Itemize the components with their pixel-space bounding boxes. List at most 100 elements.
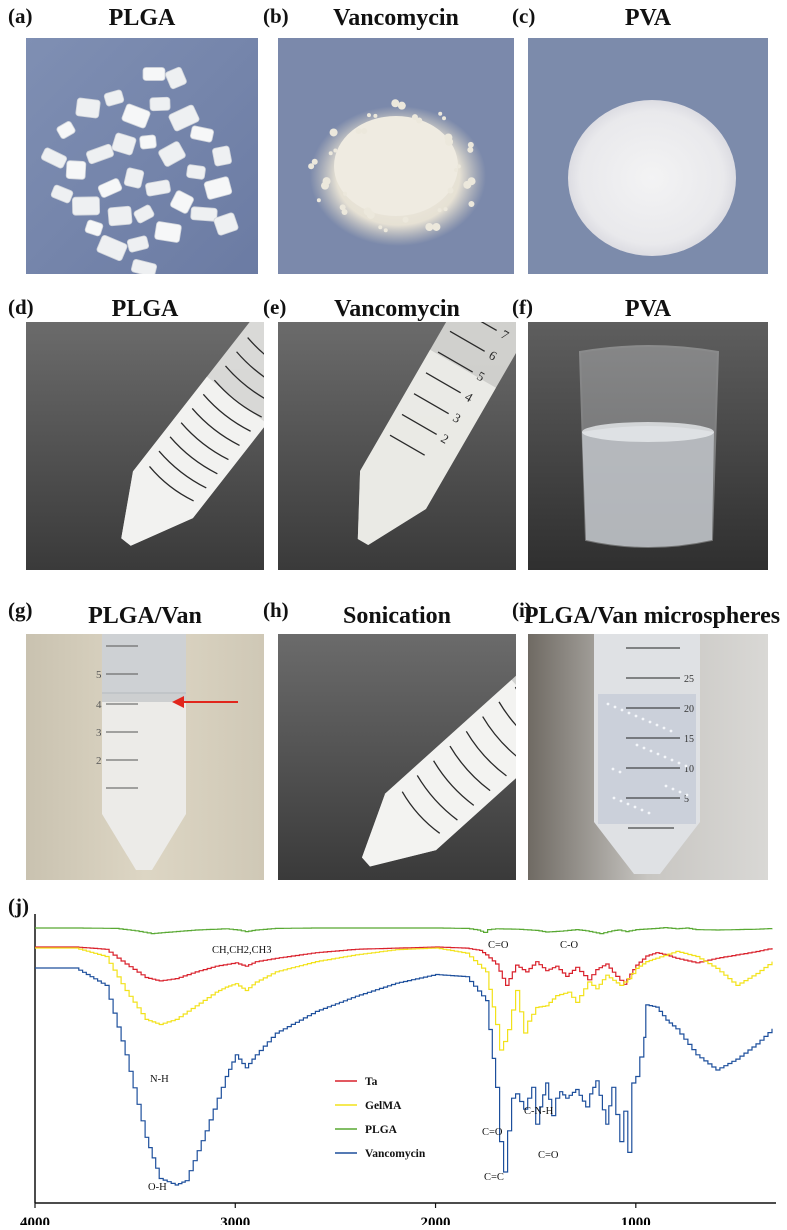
series-line-vancomycin bbox=[35, 967, 773, 1186]
photo-vancomycin-tube: 7 6 5 4 3 2 bbox=[278, 322, 516, 570]
plga-granule bbox=[139, 134, 157, 150]
plga-granule bbox=[56, 121, 76, 139]
powder-fleck bbox=[339, 204, 346, 211]
tube-g-mark-2: 2 bbox=[96, 755, 102, 767]
photo-plga-tube bbox=[26, 322, 264, 570]
powder-fleck bbox=[373, 113, 378, 118]
microsphere bbox=[663, 755, 667, 759]
series-line-plga bbox=[35, 927, 773, 935]
plga-granule bbox=[103, 89, 125, 107]
plga-granule bbox=[190, 206, 218, 222]
plga-granule bbox=[123, 167, 145, 189]
panel-j-label: (j) bbox=[8, 894, 29, 918]
plga-granules bbox=[40, 66, 239, 274]
plga-granule bbox=[111, 132, 137, 156]
powder-fleck bbox=[341, 208, 348, 215]
plga-granule bbox=[97, 178, 123, 198]
powder-fleck bbox=[442, 116, 447, 121]
powder-fleck bbox=[311, 158, 318, 165]
x-tick-label-4000: 4000 bbox=[20, 1215, 50, 1225]
microsphere bbox=[620, 708, 624, 712]
annotation-2: C-O bbox=[560, 940, 579, 951]
microsphere bbox=[684, 764, 688, 768]
microsphere bbox=[655, 723, 659, 727]
annotation-8: C=C bbox=[484, 1172, 504, 1183]
powder-fleck bbox=[432, 222, 441, 231]
powder-fleck bbox=[308, 163, 315, 170]
tube-i-mark-15: 15 bbox=[684, 734, 694, 745]
x-tick-label-1000: 1000 bbox=[621, 1215, 651, 1225]
microsphere bbox=[612, 796, 616, 800]
plga-granule bbox=[149, 96, 171, 112]
plga-granule bbox=[212, 145, 232, 167]
plga-granule bbox=[50, 184, 74, 204]
annotation-layer: CH,CH2,CH3 C=O C-O N-H C=O C-N-H C=O O-H C=C bbox=[148, 940, 579, 1193]
panel-i-title: PLGA/Van microspheres bbox=[523, 603, 781, 629]
microsphere bbox=[619, 799, 623, 803]
powder-fleck bbox=[343, 191, 348, 196]
ftir-chart: 4000 3000 2000 1000 CH,CH2,CH3 C=O C-ON-HC=OC… bbox=[20, 914, 776, 1230]
tube-i-mark-5: 5 bbox=[684, 794, 689, 805]
powder-fleck bbox=[321, 181, 330, 190]
microsphere bbox=[662, 726, 666, 730]
plga-granule bbox=[71, 196, 101, 216]
plga-granule bbox=[133, 204, 155, 224]
panel-b-title: Vancomycin bbox=[333, 5, 459, 31]
microsphere bbox=[671, 787, 675, 791]
plga-granule bbox=[121, 103, 151, 129]
legend-label-ta: Ta bbox=[365, 1076, 378, 1088]
tick-layer: 4000 3000 2000 1000 bbox=[20, 1203, 651, 1230]
microsphere bbox=[618, 770, 622, 774]
powder-fleck bbox=[402, 216, 409, 223]
microsphere bbox=[640, 808, 644, 812]
plga-granule bbox=[186, 164, 206, 180]
photo-vancomycin-powder bbox=[278, 38, 514, 274]
annotation-6: C=O bbox=[538, 1150, 559, 1161]
microsphere bbox=[611, 767, 615, 771]
panel-d-title: PLGA bbox=[111, 296, 179, 322]
microsphere bbox=[678, 790, 682, 794]
legend-label-gelma: GelMA bbox=[365, 1100, 402, 1112]
series-line-ta bbox=[35, 946, 773, 986]
tube-g-mark-5: 5 bbox=[96, 669, 102, 681]
panel-g-title: PLGA/Van bbox=[88, 603, 202, 629]
microsphere bbox=[633, 805, 637, 809]
photo-microspheres-tube: 25 20 15 10 5 bbox=[528, 634, 768, 880]
annotation-4: C=O bbox=[482, 1127, 503, 1138]
plga-granule bbox=[142, 67, 166, 81]
powder-fleck bbox=[361, 127, 368, 134]
powder-fleck bbox=[444, 133, 453, 142]
panel-i-label: (i) bbox=[512, 598, 532, 622]
powder-fleck bbox=[456, 164, 461, 169]
plga-granule bbox=[203, 176, 233, 200]
powder-fleck bbox=[383, 228, 388, 233]
panel-d-label: (d) bbox=[8, 295, 34, 319]
microsphere bbox=[669, 729, 673, 733]
powder-fleck bbox=[316, 198, 321, 203]
x-tick-label-3000: 3000 bbox=[220, 1215, 250, 1225]
legend-label-plga: PLGA bbox=[365, 1124, 398, 1136]
powder-fleck bbox=[355, 128, 362, 135]
microsphere bbox=[656, 752, 660, 756]
panel-e-label: (e) bbox=[263, 295, 287, 319]
plga-granule bbox=[145, 179, 171, 197]
legend: Ta GelMA PLGA Vancomycin bbox=[335, 1076, 426, 1160]
powder-fleck bbox=[366, 113, 371, 118]
powder-fleck bbox=[443, 207, 448, 212]
legend-label-vancomycin: Vancomycin bbox=[365, 1148, 426, 1160]
photo-sonication-tube bbox=[278, 634, 516, 880]
plga-granule bbox=[190, 125, 214, 143]
plga-granule bbox=[126, 235, 150, 253]
microsphere bbox=[649, 749, 653, 753]
plga-granule bbox=[154, 221, 182, 243]
tube-g-mark-4: 4 bbox=[96, 699, 102, 711]
powder-fleck bbox=[438, 111, 443, 116]
plga-granule bbox=[65, 160, 87, 180]
photo-plga-granules bbox=[26, 38, 258, 274]
microsphere bbox=[641, 717, 645, 721]
microsphere bbox=[664, 784, 668, 788]
photo-pva-beaker bbox=[528, 322, 768, 570]
tube-i-mark-25: 25 bbox=[684, 674, 694, 685]
plga-granule bbox=[96, 234, 128, 262]
series-layer bbox=[35, 927, 773, 1186]
